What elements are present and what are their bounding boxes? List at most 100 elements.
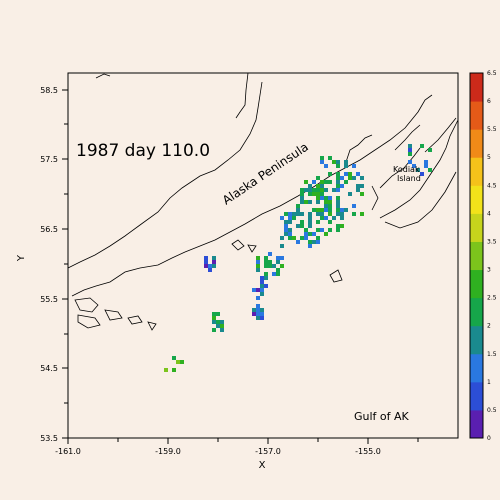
data-cell (340, 212, 344, 216)
data-cell (212, 320, 216, 324)
data-cell (308, 240, 312, 244)
data-cell (268, 260, 272, 264)
data-cell (212, 260, 216, 264)
data-cell (264, 264, 268, 268)
data-cell (252, 308, 256, 312)
data-cell (316, 220, 320, 224)
data-cell (172, 368, 176, 372)
data-cell (256, 288, 260, 292)
data-cell (316, 184, 320, 188)
data-cell (288, 236, 292, 240)
y-tick-label: 54.5 (40, 364, 58, 373)
data-cell (296, 204, 300, 208)
colorbar-tick-label: 4 (487, 210, 491, 217)
colorbar-segment (470, 241, 483, 271)
colorbar-tick-label: 1.5 (487, 351, 497, 358)
data-cell (308, 200, 312, 204)
colorbar-frame (469, 72, 484, 439)
data-cell (308, 184, 312, 188)
data-cell (312, 240, 316, 244)
data-cell (292, 236, 296, 240)
island-label: Island (397, 174, 421, 183)
peninsula-label: Alaska Peninsula (220, 140, 311, 208)
data-cell (352, 204, 356, 208)
data-cell (172, 356, 176, 360)
colorbar-tick-label: 5.5 (487, 126, 497, 133)
colorbar-segment (470, 73, 483, 102)
data-cell (272, 264, 276, 268)
data-cell (336, 160, 340, 164)
data-cell (216, 312, 220, 316)
data-cell (276, 268, 280, 272)
data-cell (336, 200, 340, 204)
data-cell (352, 164, 356, 168)
data-cell (320, 196, 324, 200)
data-cell (268, 264, 272, 268)
data-cell (360, 212, 364, 216)
colorbar-tick-label: 4.5 (487, 182, 497, 189)
data-cell (340, 176, 344, 180)
data-cell (300, 188, 304, 192)
data-cell (336, 184, 340, 188)
data-cell (300, 212, 304, 216)
data-cell (312, 192, 316, 196)
data-cell (268, 252, 272, 256)
data-cell (296, 224, 300, 228)
data-cell (348, 172, 352, 176)
data-cell (284, 228, 288, 232)
data-cells (164, 144, 432, 372)
data-cell (352, 176, 356, 180)
data-cell (260, 312, 264, 316)
data-cell (328, 220, 332, 224)
x-axis (67, 438, 419, 444)
data-cell (288, 216, 292, 220)
data-cell (208, 264, 212, 268)
data-cell (304, 200, 308, 204)
data-cell (328, 200, 332, 204)
data-cell (332, 188, 336, 192)
colorbar-tick-label: 6 (487, 98, 491, 105)
y-tick-label: 56.5 (40, 225, 58, 234)
x-tick-label: -159.0 (155, 447, 181, 456)
colorbar-tick-label: 3.5 (487, 238, 497, 245)
data-cell (256, 304, 260, 308)
data-cell (324, 196, 328, 200)
colorbar-labels: 0 0.5 1 1.5 2 2.5 3 3.5 4 4.5 5 5.5 6 6.5 (487, 70, 497, 442)
data-cell (324, 216, 328, 220)
colorbar-segment (470, 325, 483, 355)
data-cell (328, 208, 332, 212)
colorbar-tick-label: 1 (487, 379, 491, 386)
data-cell (296, 212, 300, 216)
data-cell (256, 312, 260, 316)
data-cell (320, 180, 324, 184)
data-cell (324, 164, 328, 168)
data-cell (280, 256, 284, 260)
colorbar-tick-label: 3 (487, 267, 491, 274)
data-cell (308, 188, 312, 192)
data-cell (300, 192, 304, 196)
data-cell (292, 216, 296, 220)
data-cell (320, 160, 324, 164)
data-cell (300, 224, 304, 228)
data-cell (256, 308, 260, 312)
data-cell (308, 212, 312, 216)
data-cell (324, 200, 328, 204)
data-cell (316, 192, 320, 196)
data-cell (344, 208, 348, 212)
data-cell (316, 188, 320, 192)
y-axis (62, 89, 68, 439)
data-cell (360, 192, 364, 196)
data-cell (280, 244, 284, 248)
data-cell (300, 196, 304, 200)
data-cell (336, 204, 340, 208)
data-cell (408, 160, 412, 164)
data-cell (216, 324, 220, 328)
data-cell (340, 208, 344, 212)
data-cell (328, 172, 332, 176)
data-cell (256, 316, 260, 320)
data-cell (336, 172, 340, 176)
data-cell (288, 212, 292, 216)
data-cell (264, 272, 268, 276)
data-cell (420, 172, 424, 176)
